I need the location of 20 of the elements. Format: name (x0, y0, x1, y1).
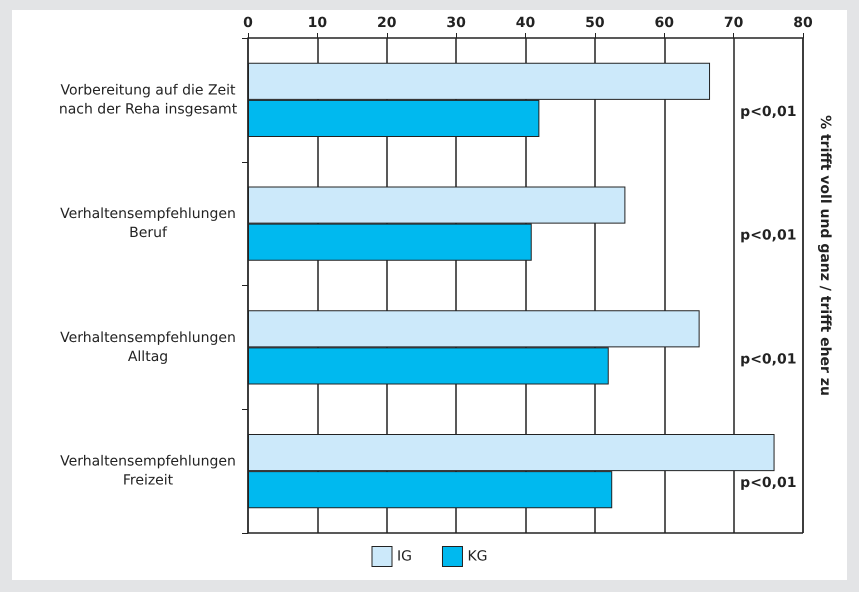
x-tick-label: 80 (793, 15, 813, 31)
y-tick-label: Verhaltensempfehlungen Freizeit (60, 454, 236, 489)
annotation: p<0,01 (740, 351, 796, 368)
x-tick-label: 20 (377, 15, 397, 31)
legend-label: KG (467, 548, 488, 564)
annotation: p<0,01 (740, 475, 796, 492)
x-tick-label: 30 (446, 15, 466, 31)
x-tick-label: 50 (585, 15, 605, 31)
x-tick-label: 0 (243, 15, 254, 31)
annotation: p<0,01 (740, 104, 796, 120)
y-tick-label: Vorbereitung auf die Zeit nach der Reha insgesamt (58, 82, 238, 118)
y2-axis-title: % trifft voll und ganz / trifft eher zu (817, 115, 833, 396)
legend-label: IG (396, 548, 412, 564)
annotation: p<0,01 (740, 228, 796, 244)
x-tick-label: 40 (516, 15, 536, 31)
y-tick-label: Verhaltensempfehlungen Beruf (60, 206, 236, 242)
y-tick-label: Verhaltensempfehlungen Alltag (60, 330, 236, 365)
x-tick-label: 60 (654, 15, 674, 31)
x-tick-label: 70 (724, 15, 744, 31)
x-tick-label: 10 (308, 15, 328, 31)
